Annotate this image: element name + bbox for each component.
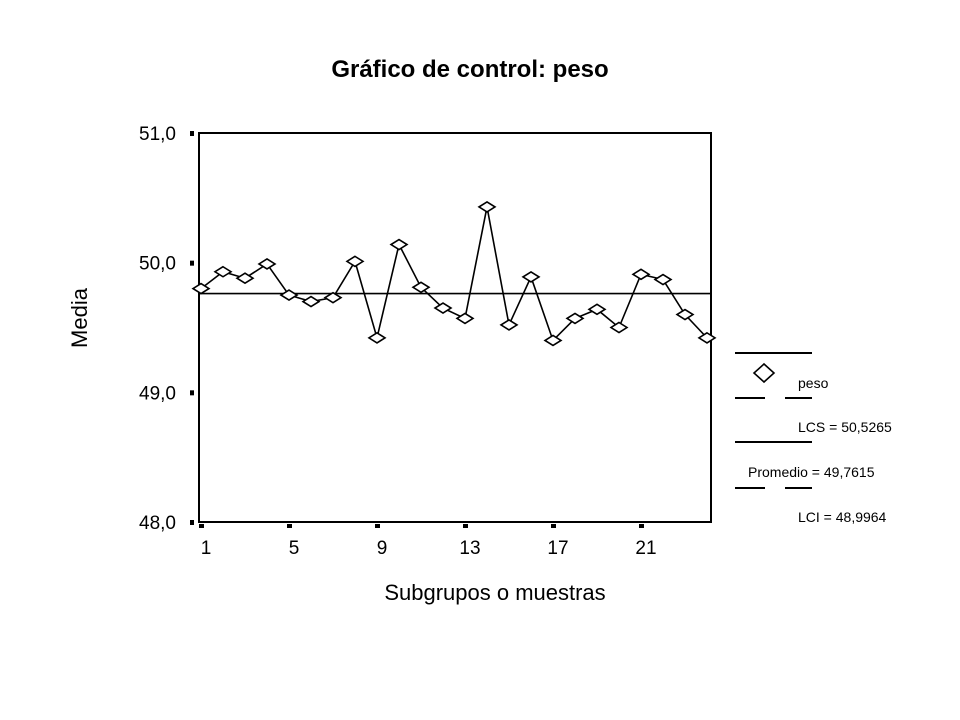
x-tick-label: 5 <box>289 538 300 559</box>
x-tick-mark <box>551 524 556 528</box>
legend-entry-series: peso <box>798 375 829 391</box>
data-point <box>367 331 387 344</box>
y-axis-label: Media <box>67 287 92 348</box>
legend: peso LCS = 50,5265 Promedio = 49,7615 LC… <box>735 352 892 525</box>
data-point <box>389 238 409 251</box>
x-axis-label: Subgrupos o muestras <box>384 580 605 605</box>
data-point <box>235 272 255 285</box>
data-point <box>675 308 695 321</box>
data-point <box>455 312 475 325</box>
data-point <box>323 291 343 304</box>
data-point <box>653 273 673 286</box>
data-point <box>697 331 717 344</box>
y-tick-label: 50,0 <box>139 254 176 275</box>
data-point <box>433 302 453 314</box>
y-axis: 48,0 49,0 50,0 51,0 <box>139 124 194 534</box>
legend-entry-promedio: Promedio = 49,7615 <box>748 464 875 480</box>
x-axis: 1 5 9 13 17 21 <box>199 524 657 559</box>
data-point <box>301 295 321 308</box>
data-point <box>345 255 365 268</box>
data-point <box>521 270 541 283</box>
series-line <box>200 206 708 342</box>
y-tick-label: 48,0 <box>139 513 176 534</box>
legend-entry-lci: LCI = 48,9964 <box>798 509 887 525</box>
data-point <box>609 321 629 334</box>
x-tick-mark <box>287 524 292 528</box>
x-tick-label: 17 <box>547 538 568 559</box>
x-tick-mark <box>463 524 468 528</box>
chart-title: Gráfico de control: peso <box>331 56 608 83</box>
data-point <box>587 303 607 316</box>
data-point <box>631 268 651 281</box>
y-tick-mark <box>190 260 194 266</box>
data-point <box>279 289 299 302</box>
data-point <box>543 334 563 347</box>
x-tick-mark <box>375 524 380 528</box>
data-point <box>191 282 211 295</box>
y-tick-label: 51,0 <box>139 124 176 145</box>
data-point <box>477 200 497 213</box>
y-tick-mark <box>190 131 194 136</box>
data-point <box>213 265 233 278</box>
data-point <box>257 258 277 270</box>
y-tick-mark <box>190 390 194 396</box>
x-tick-label: 21 <box>635 538 656 559</box>
x-tick-label: 9 <box>377 538 388 559</box>
x-tick-label: 13 <box>459 538 480 559</box>
legend-marker-diamond <box>752 362 776 384</box>
data-point <box>499 318 519 331</box>
plot-frame <box>198 132 712 523</box>
data-point <box>411 281 431 294</box>
series-layer <box>191 200 717 347</box>
x-tick-mark <box>199 524 204 528</box>
y-tick-mark <box>190 520 194 525</box>
legend-entry-lcs: LCS = 50,5265 <box>798 419 892 435</box>
x-tick-mark <box>639 524 644 528</box>
data-point <box>565 312 585 325</box>
y-tick-label: 49,0 <box>139 383 176 404</box>
x-tick-label: 1 <box>201 538 212 559</box>
